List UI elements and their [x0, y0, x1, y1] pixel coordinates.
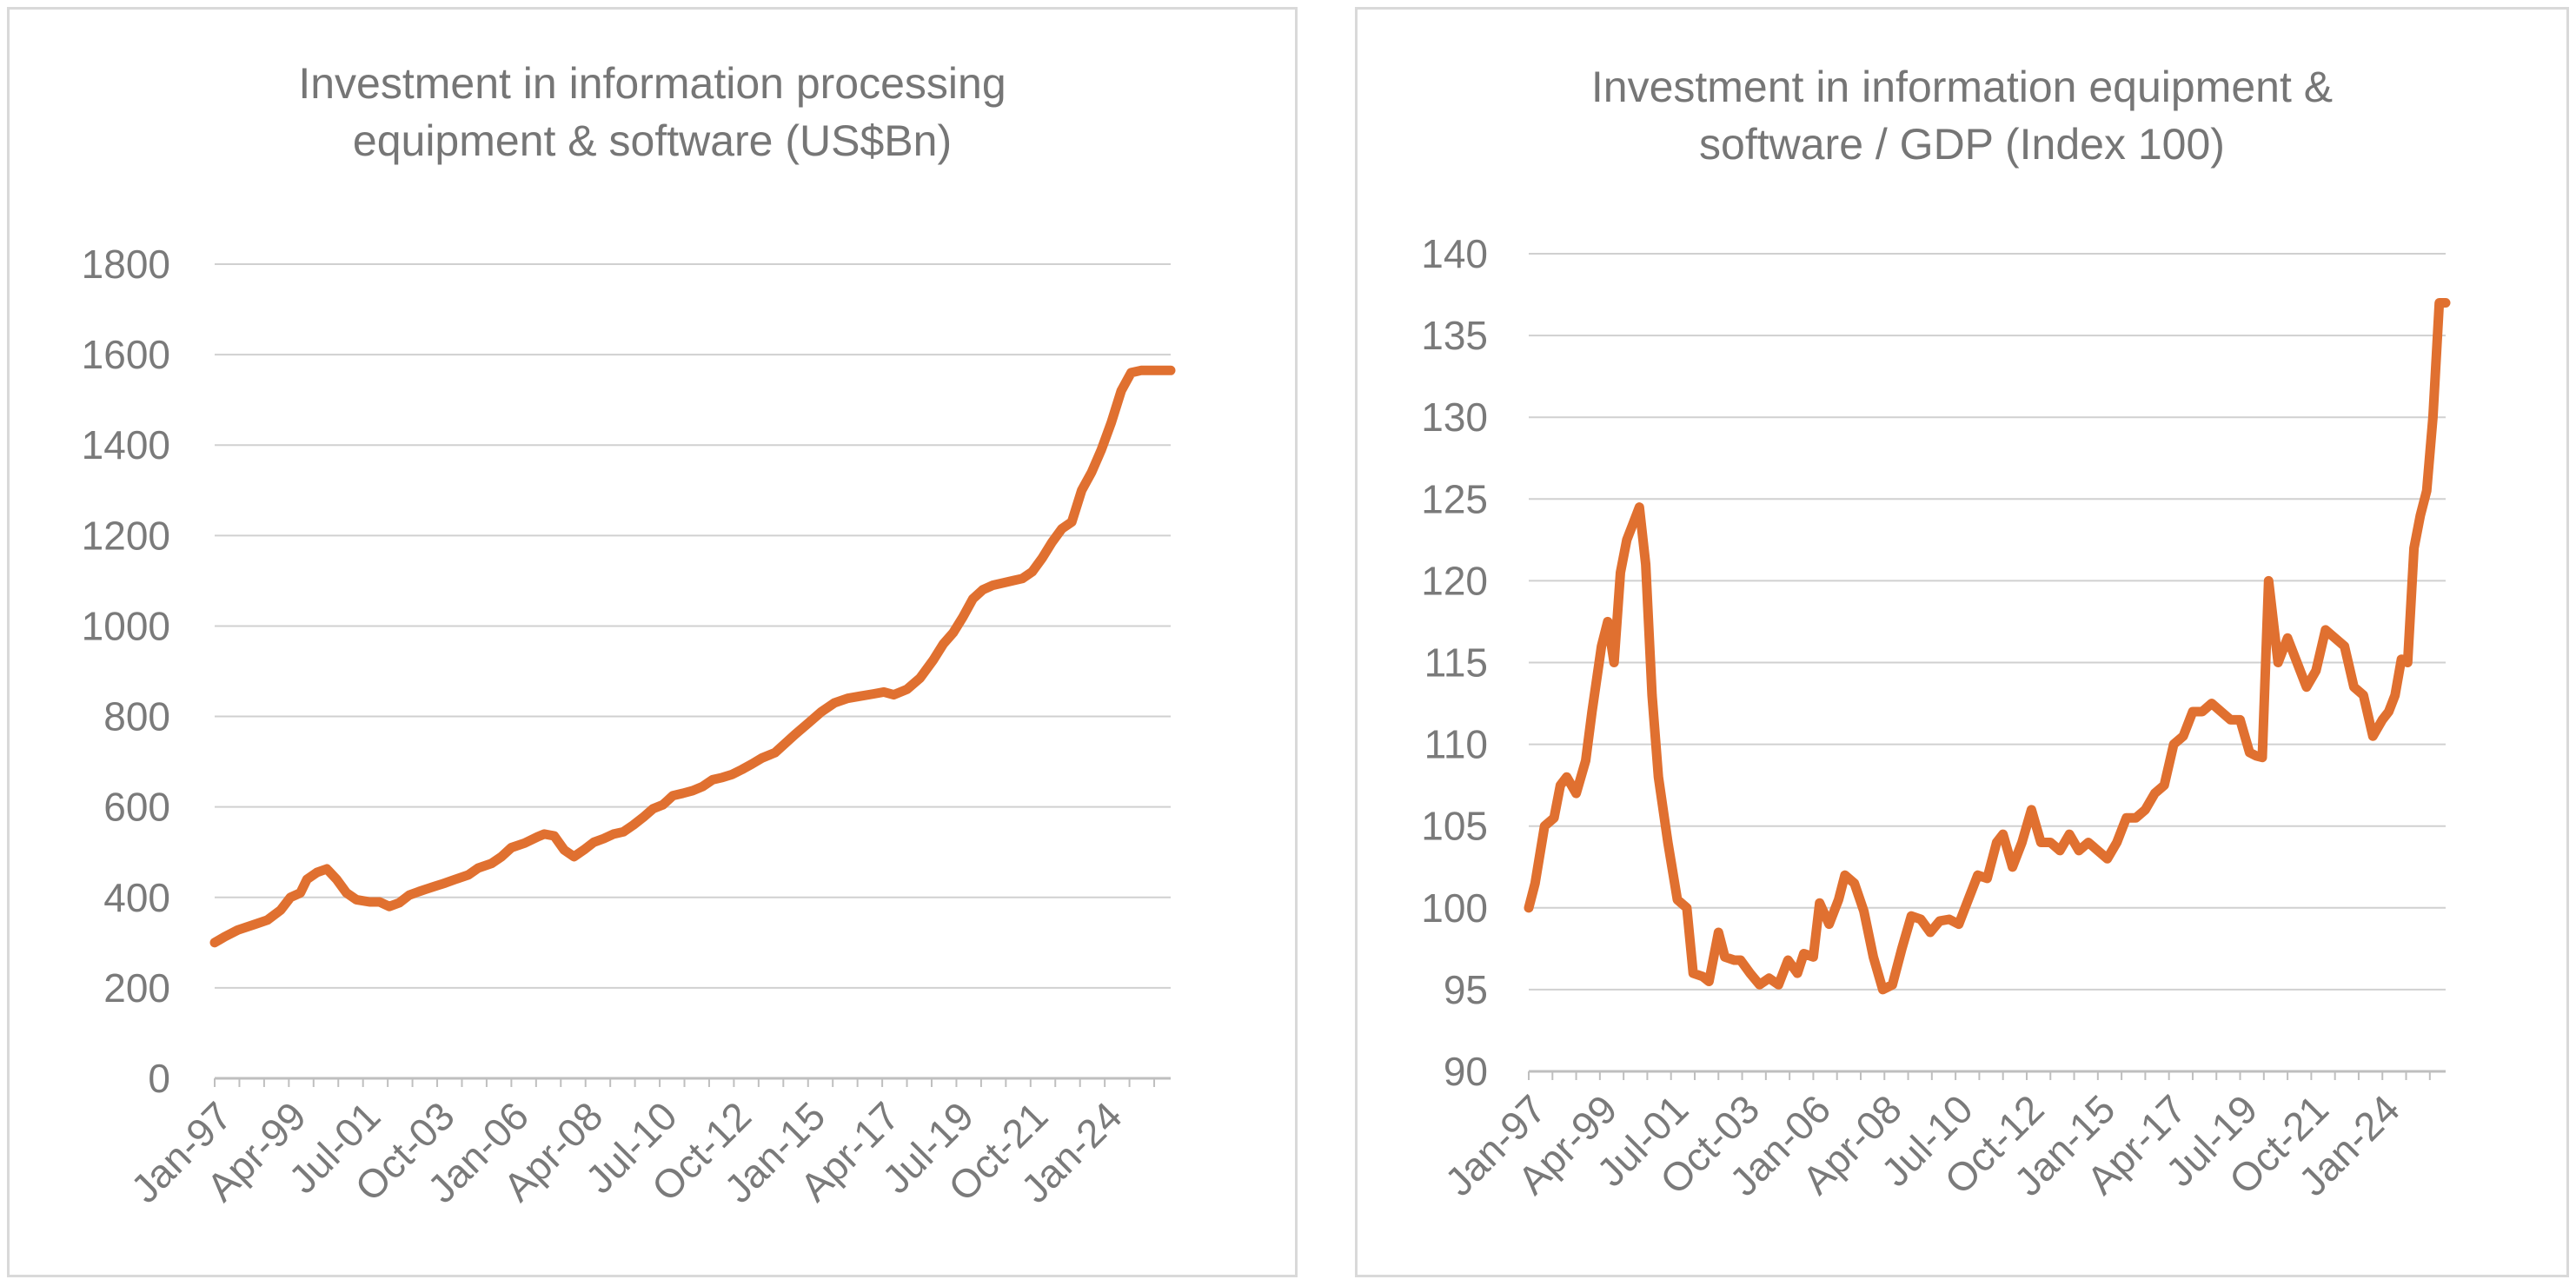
- y-tick-label: 135: [1421, 313, 1488, 358]
- chart-title-left: Investment in information processing equ…: [10, 55, 1295, 169]
- y-tick-label: 100: [1421, 885, 1488, 931]
- chart-title-right: Investment in information equipment & so…: [1358, 58, 2566, 173]
- y-tick-label: 1000: [82, 603, 170, 648]
- chart-title-line-1: Investment in information processing: [298, 59, 1006, 108]
- y-tick-label: 1400: [82, 422, 170, 467]
- chart-title-line-1: Investment in information equipment &: [1590, 63, 2334, 111]
- y-tick-label: 115: [1424, 640, 1488, 686]
- y-tick-label: 1200: [82, 513, 170, 558]
- y-tick-label: 130: [1421, 394, 1488, 440]
- chart-title-line-2: software / GDP (Index 100): [1699, 120, 2225, 169]
- y-tick-label: 1800: [82, 242, 170, 287]
- y-tick-label: 120: [1421, 558, 1488, 603]
- y-tick-label: 600: [103, 785, 170, 830]
- y-tick-label: 800: [103, 694, 170, 739]
- chart-title-line-2: equipment & software (US$Bn): [352, 116, 953, 165]
- y-tick-label: 1600: [82, 332, 170, 377]
- y-tick-label: 400: [103, 875, 170, 920]
- y-tick-label: 125: [1421, 476, 1488, 521]
- y-tick-label: 0: [148, 1056, 170, 1101]
- y-tick-label: 110: [1424, 722, 1488, 767]
- y-tick-label: 140: [1421, 231, 1488, 276]
- y-tick-label: 95: [1444, 967, 1488, 1012]
- series-line: [209, 365, 1176, 948]
- y-tick-label: 105: [1421, 804, 1488, 849]
- chart-panel-right: Investment in information equipment & so…: [1355, 7, 2569, 1277]
- y-tick-label: 200: [103, 965, 170, 1011]
- y-tick-label: 90: [1444, 1049, 1488, 1094]
- chart-panel-left: Investment in information processing equ…: [7, 7, 1298, 1277]
- series-line: [1524, 298, 2451, 995]
